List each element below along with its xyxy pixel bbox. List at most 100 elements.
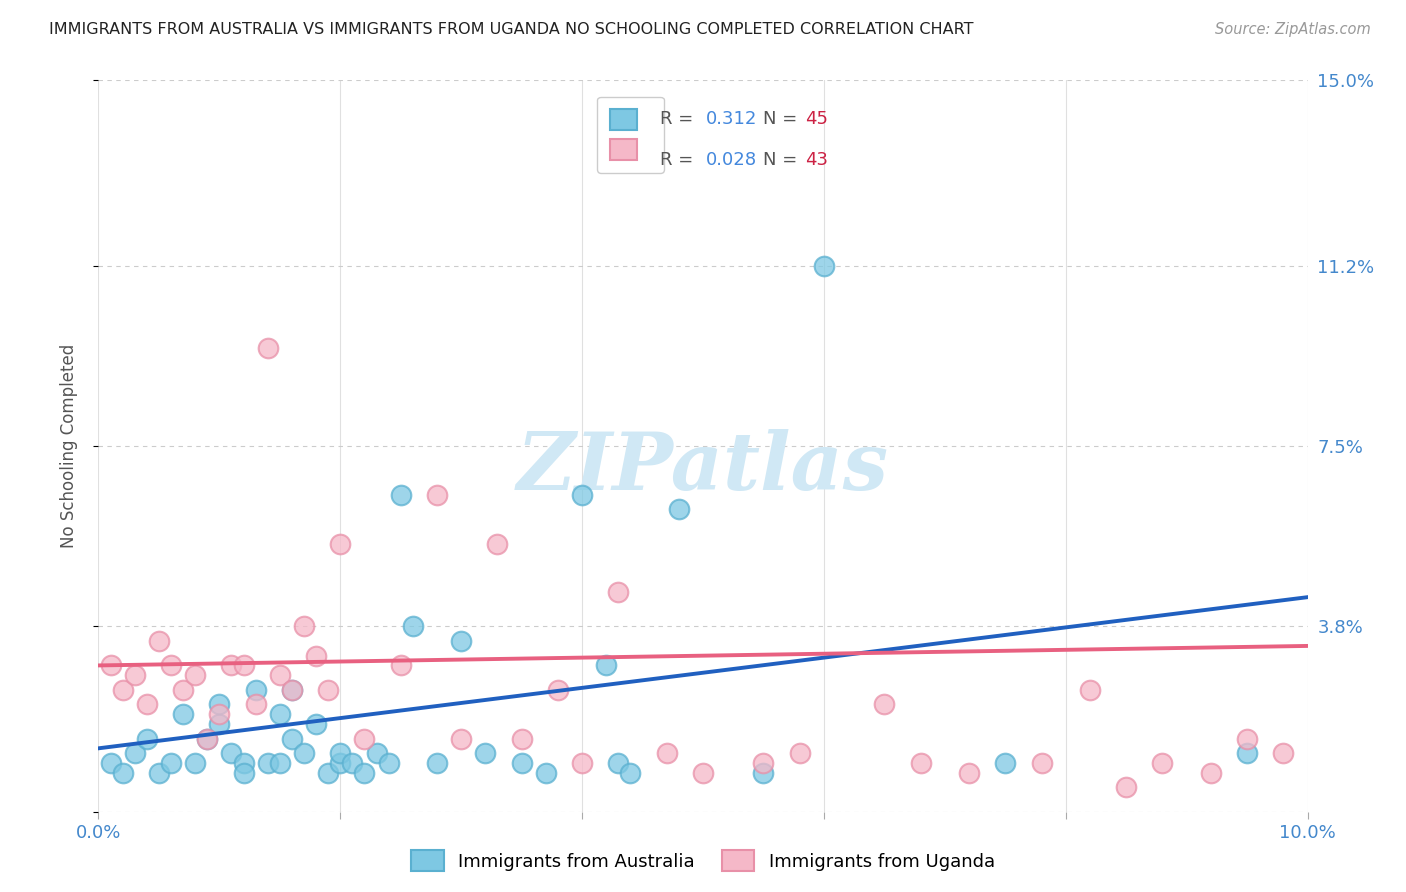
Text: N =: N = bbox=[762, 111, 803, 128]
Text: 0.312: 0.312 bbox=[706, 111, 758, 128]
Point bbox=[245, 682, 267, 697]
Point bbox=[1236, 731, 1258, 746]
Point bbox=[571, 756, 593, 770]
Point bbox=[655, 746, 678, 760]
Point bbox=[281, 731, 304, 746]
Point bbox=[910, 756, 932, 770]
Point bbox=[329, 746, 352, 760]
Point bbox=[329, 756, 352, 770]
Point bbox=[342, 756, 364, 770]
Point bbox=[195, 731, 218, 746]
Point bbox=[366, 746, 388, 760]
Point bbox=[100, 658, 122, 673]
Point bbox=[534, 765, 557, 780]
Point bbox=[873, 698, 896, 712]
Point bbox=[957, 765, 980, 780]
Point bbox=[486, 536, 509, 550]
Text: 45: 45 bbox=[806, 111, 828, 128]
Point bbox=[510, 756, 533, 770]
Point bbox=[111, 765, 134, 780]
Point bbox=[316, 765, 339, 780]
Text: N =: N = bbox=[762, 151, 803, 169]
Point bbox=[184, 756, 207, 770]
Point bbox=[160, 658, 183, 673]
Point bbox=[316, 682, 339, 697]
Point bbox=[208, 717, 231, 731]
Point bbox=[195, 731, 218, 746]
Point bbox=[450, 731, 472, 746]
Point bbox=[256, 756, 278, 770]
Point bbox=[135, 698, 157, 712]
Point bbox=[292, 746, 315, 760]
Point bbox=[305, 717, 328, 731]
Point bbox=[547, 682, 569, 697]
Point bbox=[377, 756, 399, 770]
Text: R =: R = bbox=[659, 151, 699, 169]
Point bbox=[1031, 756, 1053, 770]
Point bbox=[172, 707, 194, 722]
Point bbox=[184, 668, 207, 682]
Point bbox=[426, 488, 449, 502]
Point bbox=[353, 765, 375, 780]
Point bbox=[111, 682, 134, 697]
Point bbox=[813, 259, 835, 273]
Point bbox=[752, 756, 775, 770]
Point bbox=[692, 765, 714, 780]
Point bbox=[269, 756, 291, 770]
Y-axis label: No Schooling Completed: No Schooling Completed bbox=[59, 344, 77, 548]
Point bbox=[668, 502, 690, 516]
Point bbox=[124, 746, 146, 760]
Point bbox=[1199, 765, 1222, 780]
Point bbox=[232, 658, 254, 673]
Point bbox=[292, 619, 315, 633]
Point bbox=[135, 731, 157, 746]
Point bbox=[389, 488, 412, 502]
Point bbox=[148, 765, 170, 780]
Point bbox=[208, 698, 231, 712]
Point bbox=[1078, 682, 1101, 697]
Point bbox=[595, 658, 617, 673]
Point bbox=[124, 668, 146, 682]
Point bbox=[1152, 756, 1174, 770]
Point bbox=[269, 707, 291, 722]
Point bbox=[256, 342, 278, 356]
Point bbox=[994, 756, 1017, 770]
Point bbox=[426, 756, 449, 770]
Point bbox=[305, 648, 328, 663]
Text: ZIPatlas: ZIPatlas bbox=[517, 429, 889, 507]
Point bbox=[571, 488, 593, 502]
Legend: Immigrants from Australia, Immigrants from Uganda: Immigrants from Australia, Immigrants fr… bbox=[404, 843, 1002, 879]
Text: 43: 43 bbox=[806, 151, 828, 169]
Point bbox=[607, 585, 630, 599]
Point bbox=[281, 682, 304, 697]
Point bbox=[281, 682, 304, 697]
Text: 0.028: 0.028 bbox=[706, 151, 756, 169]
Point bbox=[789, 746, 811, 760]
Text: R =: R = bbox=[659, 111, 699, 128]
Point bbox=[245, 698, 267, 712]
Point bbox=[1236, 746, 1258, 760]
Point bbox=[208, 707, 231, 722]
Point bbox=[510, 731, 533, 746]
Point bbox=[1115, 780, 1137, 795]
Point bbox=[329, 536, 352, 550]
Point bbox=[172, 682, 194, 697]
Point bbox=[1272, 746, 1295, 760]
Point bbox=[353, 731, 375, 746]
Point bbox=[221, 658, 243, 673]
Legend: , : , bbox=[598, 96, 664, 173]
Point bbox=[160, 756, 183, 770]
Point bbox=[221, 746, 243, 760]
Point bbox=[148, 634, 170, 648]
Point bbox=[607, 756, 630, 770]
Point bbox=[450, 634, 472, 648]
Point bbox=[389, 658, 412, 673]
Point bbox=[269, 668, 291, 682]
Point bbox=[100, 756, 122, 770]
Point bbox=[752, 765, 775, 780]
Point bbox=[232, 765, 254, 780]
Point bbox=[474, 746, 496, 760]
Text: IMMIGRANTS FROM AUSTRALIA VS IMMIGRANTS FROM UGANDA NO SCHOOLING COMPLETED CORRE: IMMIGRANTS FROM AUSTRALIA VS IMMIGRANTS … bbox=[49, 22, 974, 37]
Point bbox=[619, 765, 641, 780]
Point bbox=[402, 619, 425, 633]
